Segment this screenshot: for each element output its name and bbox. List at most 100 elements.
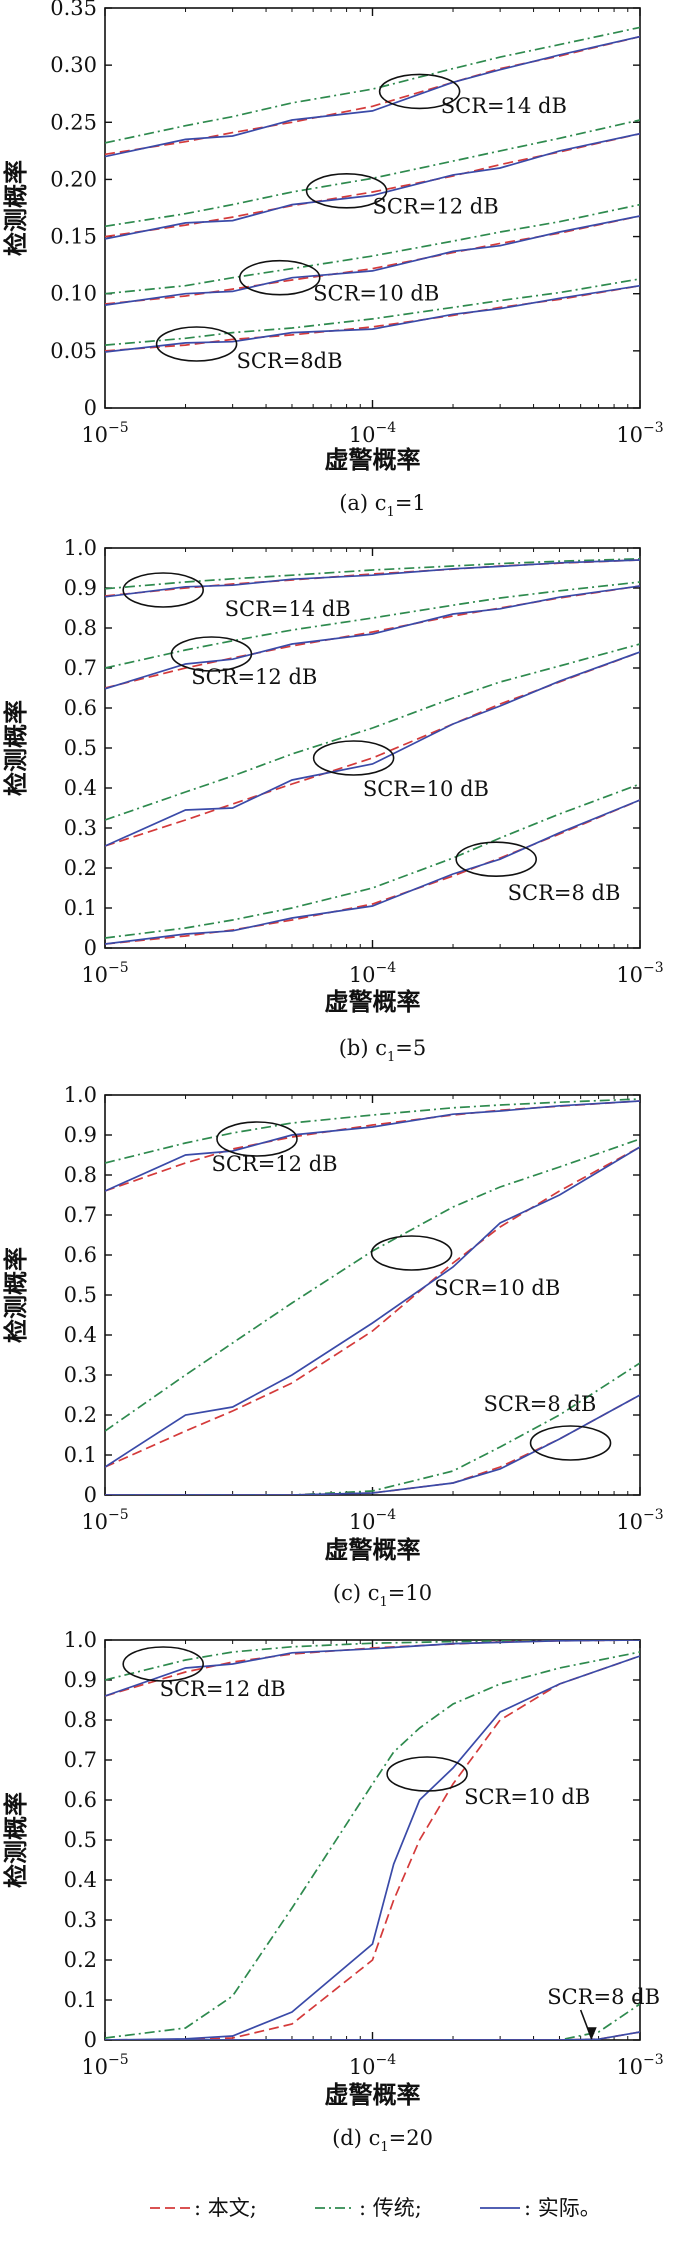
y-tick-label: 0.3	[64, 1908, 97, 1932]
series-ct-line	[105, 1098, 640, 1164]
legend-label-bw: : 本文;	[194, 2196, 257, 2220]
series-ct-line	[105, 783, 640, 939]
series-sj-line	[105, 799, 640, 945]
annotation-label: SCR=10 dB	[363, 777, 489, 801]
y-tick-label: 1.0	[64, 1628, 97, 1652]
annotation-arrowhead	[586, 2027, 597, 2040]
y-tick-label: 0.1	[64, 896, 97, 920]
highlight-ellipse	[305, 173, 388, 209]
series-sj-line	[105, 585, 640, 690]
x-tick-label: 10−5	[81, 2052, 128, 2079]
highlight-ellipse	[155, 326, 238, 362]
y-tick-label: 0.7	[64, 656, 97, 680]
annotation-label: SCR=14 dB	[225, 597, 351, 621]
highlight-ellipse	[122, 1646, 204, 1682]
legend: : 本文;: 传统;: 实际。	[150, 2196, 601, 2220]
series-sj-line	[105, 1655, 640, 2040]
highlight-ellipse	[170, 636, 253, 672]
y-tick-label: 0.8	[64, 616, 97, 640]
x-tick-label: 10−4	[349, 2052, 396, 2079]
y-tick-label: 0.3	[64, 1363, 97, 1387]
y-tick-label: 0.25	[50, 110, 97, 134]
x-tick-label: 10−5	[81, 420, 128, 447]
x-axis-label: 虚警概率	[325, 2081, 421, 2109]
highlight-ellipse	[216, 1121, 298, 1157]
y-tick-label: 0.20	[50, 167, 97, 191]
y-tick-label: 0.9	[64, 1668, 97, 1692]
x-tick-label: 10−4	[349, 960, 396, 987]
series-sj-line	[105, 559, 640, 598]
annotation-label: SCR=12 dB	[373, 195, 499, 219]
y-tick-label: 0.10	[50, 282, 97, 306]
y-tick-label: 0.5	[64, 1828, 97, 1852]
series-bw-line	[105, 1655, 640, 2040]
annotation-label: SCR=8dB	[236, 349, 342, 373]
y-tick-label: 0.3	[64, 816, 97, 840]
x-tick-label: 10−3	[616, 1507, 663, 1534]
series-ct-line	[105, 557, 640, 590]
x-tick-label: 10−3	[616, 420, 663, 447]
annotation-label: SCR=14 dB	[441, 94, 567, 118]
y-tick-label: 0.7	[64, 1748, 97, 1772]
y-tick-label: 1.0	[64, 1083, 97, 1107]
y-tick-label: 0.2	[64, 1403, 97, 1427]
highlight-ellipse	[238, 259, 321, 296]
chart-panel-3: 0 0.1 0.2 0.3 0.4 0.5 0.6 0.7 0.8 0.9 1.0 10−5 10−4 1…	[2, 1083, 664, 1610]
y-tick-label: 0	[84, 1483, 97, 1507]
series-ct-line	[105, 1362, 640, 1495]
y-tick-label: 0.2	[64, 856, 97, 880]
y-tick-label: 0.6	[64, 1788, 97, 1812]
y-tick-label: 0.6	[64, 1243, 97, 1267]
annotation-label: SCR=10 dB	[313, 282, 439, 306]
x-tick-label: 10−4	[349, 1507, 396, 1534]
highlight-ellipse	[386, 1756, 468, 1792]
y-tick-label: 0.4	[64, 1323, 97, 1347]
annotation-label: SCR=10 dB	[434, 1276, 560, 1300]
y-tick-label: 0.15	[50, 225, 97, 249]
series-sj-line	[105, 1640, 640, 1697]
highlight-ellipse	[378, 73, 461, 110]
y-tick-label: 0.5	[64, 736, 97, 760]
panel-caption: (b) c1=5	[339, 1036, 427, 1065]
y-tick-label: 0.05	[50, 339, 97, 363]
series-ct-line	[105, 581, 640, 669]
highlight-ellipse	[312, 740, 395, 776]
y-tick-label: 0.35	[50, 0, 97, 20]
y-axis-label: 检测概率	[2, 1247, 30, 1343]
x-tick-label: 10−5	[81, 960, 128, 987]
series-ct-line	[105, 26, 640, 144]
annotation-label: SCR=12 dB	[211, 1152, 337, 1176]
legend-label-ct: : 传统;	[359, 2196, 422, 2220]
series-sj-line	[105, 2031, 640, 2040]
y-axis-label: 检测概率	[2, 160, 30, 256]
y-tick-label: 0.4	[64, 1868, 97, 1892]
annotation-label: SCR=12 dB	[191, 665, 317, 689]
chart-panel-4: 0 0.1 0.2 0.3 0.4 0.5 0.6 0.7 0.8 0.9 1.0 10−5 10−4 1…	[2, 1628, 664, 2155]
y-axis-label: 检测概率	[2, 700, 30, 796]
chart-panel-2: 0 0.1 0.2 0.3 0.4 0.5 0.6 0.7 0.8 0.9 1.0 10−5 10−4 1…	[2, 536, 664, 1065]
x-tick-label: 10−5	[81, 1507, 128, 1534]
series-bw-line	[105, 1146, 640, 1468]
series-sj-line	[105, 284, 640, 353]
y-tick-label: 0.1	[64, 1988, 97, 2012]
series-ct-line	[105, 278, 640, 346]
series-ct-line	[105, 203, 640, 295]
panel-caption: (c) c1=10	[333, 1581, 432, 1610]
annotation-label: SCR=8 dB	[508, 881, 621, 905]
y-tick-label: 0.9	[64, 576, 97, 600]
highlight-ellipse	[455, 841, 537, 878]
series-sj-line	[105, 35, 640, 158]
series-sj-line	[105, 215, 640, 306]
y-tick-label: 1.0	[64, 536, 97, 560]
chart-panel-1: 0 0.05 0.10 0.15 0.20 0.25 0.30 0.35 10−5 10−4 10−…	[2, 0, 664, 520]
x-tick-label: 10−3	[616, 2052, 663, 2079]
series-sj-line	[105, 1146, 640, 1468]
annotation-label: SCR=12 dB	[160, 1677, 286, 1701]
y-tick-label: 0	[84, 2028, 97, 2052]
panel-caption: (d) c1=20	[332, 2126, 433, 2155]
annotation-label: SCR=8 dB	[484, 1392, 597, 1416]
x-axis-label: 虚警概率	[325, 1536, 421, 1564]
series-sj-line	[105, 651, 640, 847]
